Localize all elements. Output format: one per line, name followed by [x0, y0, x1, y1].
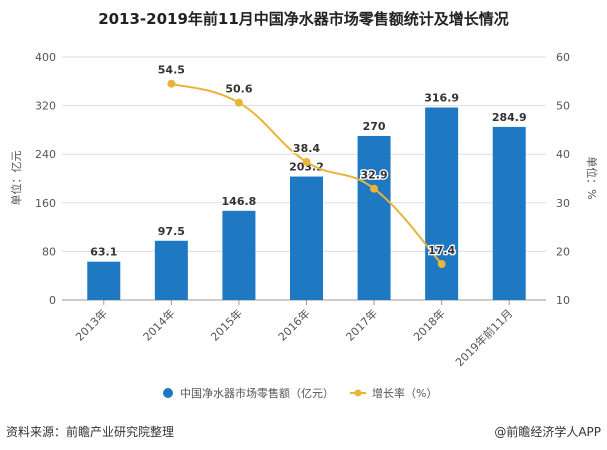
line-point	[167, 79, 176, 88]
legend-bar-swatch	[163, 388, 173, 398]
x-tick-label: 2014年	[140, 306, 177, 343]
bar-data-label: 270	[363, 120, 386, 133]
left-tick-label: 320	[35, 100, 56, 113]
line-point	[437, 260, 446, 269]
right-axis-label: 单位：%	[585, 156, 599, 199]
x-tick-label: 2015年	[208, 306, 245, 343]
chart-svg: 0 80 160 240 320 400 10 20 30 40 50 60 单位：亿元 单位：% 2013…	[9, 51, 599, 400]
credit-note: @前瞻经济学人APP	[494, 425, 601, 439]
line-point	[234, 98, 243, 107]
chart-title: 2013-2019年前11月中国净水器市场零售额统计及增长情况	[98, 10, 509, 28]
legend-bar-label: 中国净水器市场零售额（亿元）	[180, 386, 334, 400]
bar-data-label: 63.1	[90, 246, 117, 259]
bar	[425, 107, 459, 301]
line-data-label: 38.4	[293, 142, 320, 155]
bar	[222, 210, 256, 300]
bar-data-label: 203.2	[289, 161, 324, 174]
left-tick-label: 160	[35, 197, 56, 210]
x-tick-label: 2019年前11月	[452, 306, 515, 369]
line-data-label: 50.6	[225, 83, 252, 96]
legend-line-label: 增长率（%）	[372, 386, 437, 400]
line-point	[370, 184, 379, 193]
line-point	[302, 157, 311, 166]
bar	[154, 240, 188, 300]
bar-data-label: 316.9	[424, 91, 459, 104]
bar	[357, 135, 391, 300]
x-tick-label: 2018年	[410, 306, 447, 343]
right-tick-label: 20	[556, 245, 570, 258]
line-data-label: 17.4	[428, 244, 455, 257]
right-tick-label: 30	[556, 197, 570, 210]
right-tick-label: 50	[556, 100, 570, 113]
bar-data-label: 97.5	[158, 225, 185, 238]
bar-data-label: 284.9	[492, 111, 527, 124]
x-tick-label: 2013年	[72, 306, 109, 343]
left-tick-label: 80	[42, 245, 56, 258]
left-axis-label: 单位：亿元	[9, 151, 23, 206]
left-tick-label: 0	[49, 294, 56, 307]
right-tick-label: 40	[556, 148, 570, 161]
right-tick-label: 10	[556, 294, 570, 307]
source-note: 资料来源：前瞻产业研究院整理	[6, 425, 175, 439]
left-tick-label: 400	[35, 51, 56, 64]
legend-line-marker	[354, 389, 362, 397]
left-tick-label: 240	[35, 148, 56, 161]
bar	[492, 126, 526, 300]
line-data-label: 54.5	[158, 64, 185, 77]
bar-data-label: 146.8	[222, 195, 257, 208]
right-tick-label: 60	[556, 51, 570, 64]
bar	[290, 176, 323, 300]
bar	[87, 261, 121, 300]
line-data-label: 32.9	[361, 169, 388, 182]
x-tick-label: 2016年	[275, 306, 312, 343]
x-tick-label: 2017年	[343, 306, 380, 343]
